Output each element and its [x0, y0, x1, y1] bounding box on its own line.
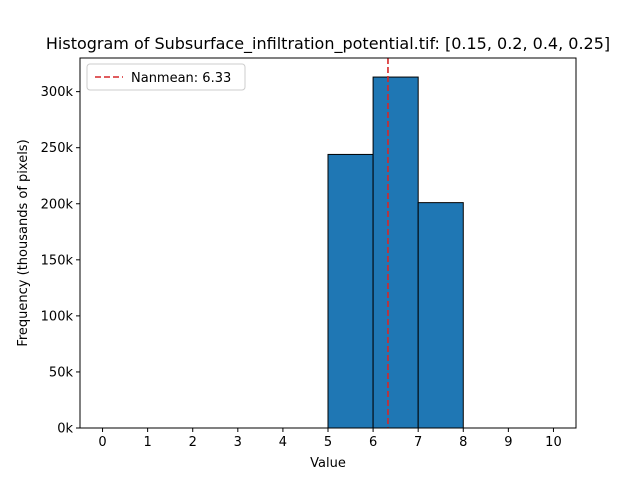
y-axis-label: Frequency (thousands of pixels) [16, 139, 31, 346]
y-tick-label: 0k [57, 422, 73, 437]
legend: Nanmean: 6.33 [86, 63, 246, 91]
y-tick-label: 150k [41, 253, 74, 268]
legend-box [86, 63, 246, 91]
chart-title: Histogram of Subsurface_infiltration_pot… [46, 34, 610, 54]
histogram-bar-5-6 [327, 153, 374, 429]
y-tick-label: 50k [49, 365, 74, 380]
histogram-bar-7-8 [417, 202, 464, 429]
x-tick-label: 10 [545, 435, 562, 450]
x-tick-label: 3 [234, 435, 242, 450]
x-tick-label: 2 [189, 435, 197, 450]
x-axis-label: Value [310, 456, 346, 471]
plot-area [327, 58, 464, 429]
y-tick-label: 300k [41, 85, 74, 100]
x-tick-label: 5 [324, 435, 332, 450]
x-tick-label: 4 [279, 435, 287, 450]
x-tick-label: 1 [143, 435, 151, 450]
y-tick-label: 250k [41, 141, 74, 156]
y-tick-label: 100k [41, 309, 74, 324]
y-tick-label: 200k [41, 197, 74, 212]
x-tick-label: 6 [369, 435, 377, 450]
legend-mean-label: Nanmean: 6.33 [131, 71, 231, 86]
x-tick-label: 9 [504, 435, 512, 450]
histogram-bar-6-7 [372, 76, 419, 429]
x-tick-label: 7 [414, 435, 422, 450]
x-tick-label: 8 [459, 435, 467, 450]
x-tick-label: 0 [98, 435, 106, 450]
